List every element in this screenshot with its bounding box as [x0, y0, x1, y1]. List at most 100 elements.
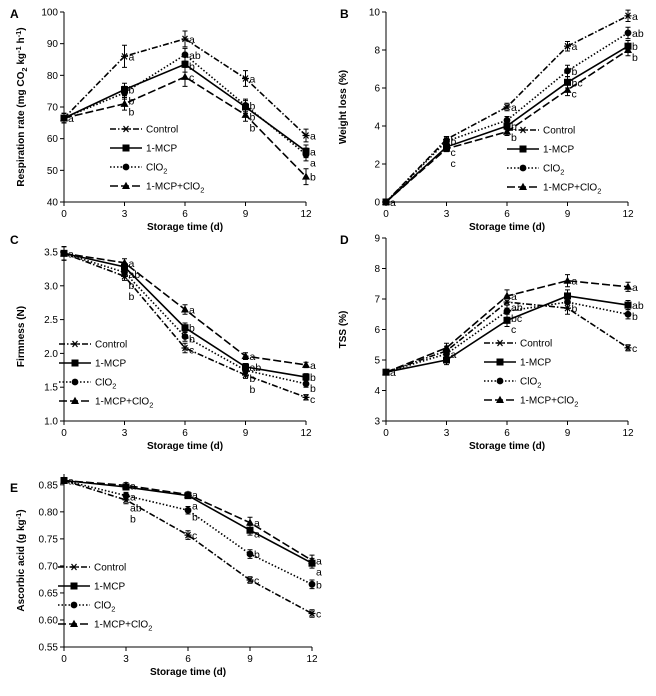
x-tick-label: 0 [61, 209, 67, 220]
significance-letter: a [632, 11, 638, 23]
significance-letter: a [250, 74, 256, 86]
legend: Control 1-MCP ClO2 1-MCP+ClO2 [484, 339, 578, 409]
significance-letter: b [310, 372, 316, 384]
significance-letter: b [511, 132, 517, 144]
legend-label: ClO2 [520, 377, 541, 390]
y-tick-label: 8 [374, 264, 380, 275]
significance-letter: a [572, 41, 578, 53]
x-tick-label: 9 [243, 209, 249, 220]
y-tick-label: 50 [47, 166, 59, 177]
chart-panel-e: E 0.55 0.60 0.65 0.70 0.75 0.80 0.85 0 3 6 9 12 Stora… [10, 474, 322, 678]
x-tick-label: 3 [122, 209, 128, 220]
data-point [624, 29, 632, 37]
y-tick-label: 5 [374, 356, 380, 367]
data-point [308, 556, 316, 564]
data-point [563, 276, 572, 284]
legend-marker [519, 126, 527, 134]
significance-letter: b [189, 334, 195, 346]
data-point [503, 307, 511, 315]
legend-label: 1-MCP [520, 358, 551, 369]
data-point [442, 144, 451, 152]
legend-marker [70, 601, 78, 609]
data-point [563, 85, 572, 93]
y-axis-title: Firmness (N) [16, 306, 27, 367]
significance-letter: a [68, 475, 74, 487]
legend-label: ClO2 [95, 378, 116, 391]
significance-letter: a [68, 248, 74, 260]
significance-letter: a [511, 102, 517, 114]
y-tick-label: 9 [374, 234, 380, 245]
legend: Control 1-MCP ClO2 1-MCP+ClO2 [58, 563, 152, 633]
data-point [624, 344, 632, 352]
legend-marker [519, 145, 527, 153]
data-point [242, 102, 249, 109]
legend-marker [70, 582, 78, 590]
y-tick-label: 4 [374, 122, 380, 133]
significance-letter: a [310, 157, 316, 169]
significance-letter: c [192, 530, 197, 542]
data-point [503, 127, 511, 135]
legend-marker [122, 125, 130, 133]
legend-marker [70, 563, 78, 571]
data-point [503, 122, 511, 130]
significance-letter: b [250, 373, 256, 385]
data-point [302, 132, 310, 139]
legend-marker [71, 396, 79, 404]
series-clo2 [382, 26, 632, 206]
x-tick-label: 3 [444, 209, 450, 220]
data-point [181, 72, 189, 80]
data-point [181, 51, 189, 59]
x-tick-label: 6 [185, 654, 191, 665]
x-tick-label: 9 [565, 209, 571, 220]
data-point [503, 291, 511, 299]
significance-letter: b [572, 303, 578, 315]
significance-letter: ab [632, 300, 644, 312]
legend-label: 1-MCP [146, 144, 177, 155]
x-tick-label: 6 [182, 209, 188, 220]
significance-letter: b [250, 122, 256, 134]
data-point [564, 78, 571, 86]
significance-letter: ab [130, 502, 142, 514]
y-axis-title: TSS (%) [338, 311, 349, 349]
y-tick-label: 2.0 [44, 349, 58, 360]
y-tick-label: 0.70 [39, 561, 59, 572]
significance-letter: b [511, 121, 517, 133]
series-line [385, 32, 629, 203]
chart-panel-b: B 0 2 4 6 8 10 0 3 6 9 12 Storage time (d) Weight los… [338, 7, 644, 233]
significance-letter: c [451, 147, 456, 159]
significance-letter: b [129, 280, 135, 292]
data-point [302, 360, 310, 368]
legend-marker [519, 182, 527, 190]
data-point [181, 344, 189, 352]
significance-letter: b [310, 172, 316, 184]
y-tick-label: 8 [374, 46, 380, 57]
series-line [63, 38, 307, 137]
data-point [120, 99, 129, 107]
series-line [385, 15, 629, 203]
data-point [503, 116, 511, 124]
series-1-mcp-clo2 [60, 246, 310, 369]
significance-letter: b [310, 383, 316, 395]
legend-marker [122, 181, 130, 189]
x-tick-label: 0 [383, 209, 389, 220]
significance-letter: ab [511, 302, 523, 314]
significance-letter: b [192, 512, 198, 524]
panel-letter: B [340, 7, 349, 21]
significance-letter: b [316, 579, 322, 591]
significance-letter: a [316, 567, 322, 579]
legend: Control 1-MCP ClO2 1-MCP+ClO2 [110, 125, 204, 195]
series-1-mcp-clo2 [60, 476, 316, 567]
series-1-mcp-clo2 [382, 43, 632, 205]
significance-letter: a [250, 351, 256, 363]
data-point [564, 298, 571, 306]
data-point [443, 137, 450, 145]
data-point [246, 550, 254, 558]
legend-marker [122, 163, 130, 171]
significance-letter: b [632, 311, 638, 323]
significance-letter: b [451, 136, 457, 148]
significance-letter: a [189, 34, 195, 46]
legend-marker [496, 358, 504, 366]
significance-letter: a [511, 291, 517, 303]
data-point [246, 526, 254, 534]
data-point [121, 89, 128, 97]
